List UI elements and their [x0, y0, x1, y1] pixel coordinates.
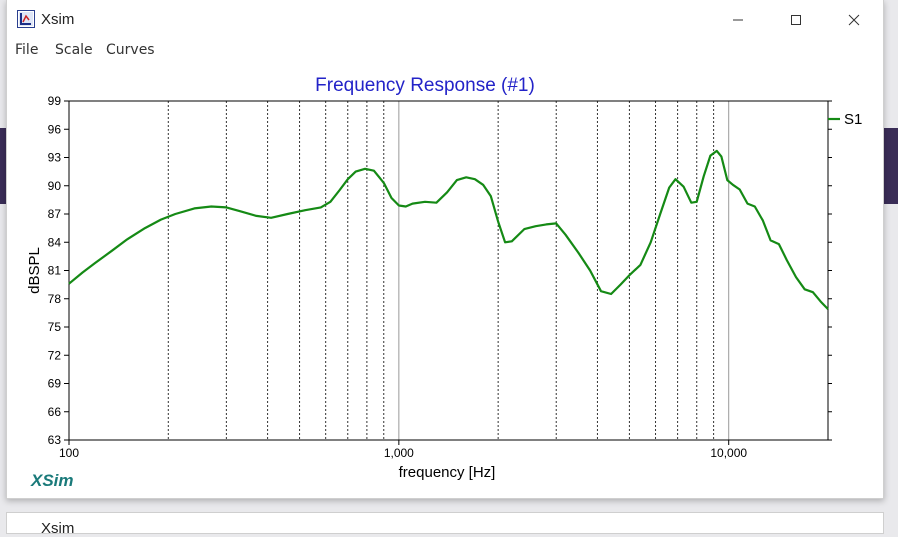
y-tick-label: 75 [48, 320, 62, 334]
maximize-icon [791, 15, 801, 25]
menu-file[interactable]: File [15, 42, 39, 58]
chart-title: Frequency Response (#1) [315, 75, 535, 96]
x-axis: 100 1,000 10,000 [59, 440, 747, 460]
close-button[interactable] [825, 0, 883, 40]
close-icon [848, 14, 860, 26]
title-bar[interactable]: Xsim [7, 0, 883, 40]
y-tick-label: 99 [48, 94, 62, 108]
x-tick-label: 100 [59, 446, 79, 460]
series-s1-line [68, 149, 829, 310]
y-tick-label: 72 [48, 348, 62, 362]
y-axis: 63 66 69 72 75 78 81 84 87 90 93 96 99 [48, 94, 832, 447]
y-tick-label: 93 [48, 151, 62, 165]
background-window-edge [0, 128, 10, 204]
menu-curves[interactable]: Curves [106, 42, 155, 58]
y-tick-label: 69 [48, 377, 62, 391]
menu-scale[interactable]: Scale [55, 42, 93, 58]
y-tick-label: 81 [48, 264, 62, 278]
y-tick-label: 96 [48, 122, 62, 136]
frequency-response-chart: 63 66 69 72 75 78 81 84 87 90 93 96 99 100 1,000 10,00… [26, 75, 862, 490]
y-tick-label: 90 [48, 179, 62, 193]
y-tick-label: 87 [48, 207, 62, 221]
y-tick-label: 66 [48, 405, 62, 419]
background-window-title: Xsim [41, 520, 75, 537]
grid [167, 101, 730, 440]
legend-label-s1: S1 [844, 111, 862, 128]
y-tick-label: 84 [48, 235, 62, 249]
x-axis-label: frequency [Hz] [399, 464, 496, 481]
menu-bar: File Scale Curves [7, 40, 883, 62]
xsim-window: Xsim File Scale Curves 63 66 69 72 75 78 81 84 8… [6, 0, 884, 499]
xsim-app-icon [17, 10, 35, 28]
window-title: Xsim [41, 11, 75, 28]
x-tick-label: 1,000 [384, 446, 414, 460]
x-tick-label: 10,000 [710, 446, 747, 460]
xsim-branding: XSim [30, 471, 74, 490]
minimize-icon [733, 19, 743, 21]
y-tick-label: 63 [48, 433, 62, 447]
background-window-edge-right [880, 128, 898, 204]
maximize-button[interactable] [767, 0, 825, 40]
y-tick-label: 78 [48, 292, 62, 306]
minimize-button[interactable] [709, 0, 767, 40]
background-xsim-window[interactable]: Xsim [6, 512, 884, 537]
y-axis-label: dBSPL [26, 247, 43, 294]
plot-area: 63 66 69 72 75 78 81 84 87 90 93 96 99 100 1,000 10,00… [7, 62, 883, 498]
